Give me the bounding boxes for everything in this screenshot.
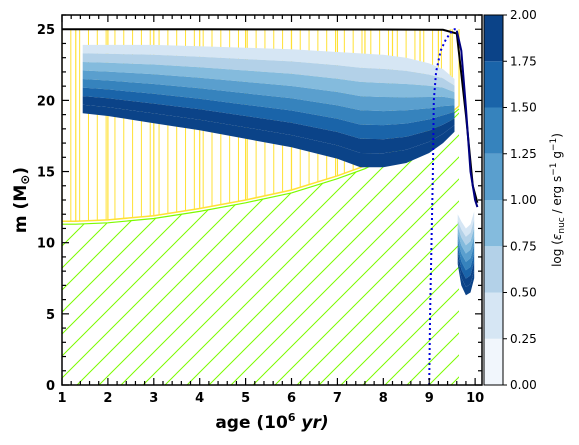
plot-area — [62, 28, 479, 385]
colorbar: 0.00 0.25 0.50 0.75 1.00 1.25 1.50 1.75 2.00 — [483, 8, 537, 392]
colorbar-label: log (εnuc / erg s−1 g−1) — [549, 133, 567, 267]
x-tick-label: 1 — [57, 391, 66, 406]
colorbar-tick-label: 1.25 — [510, 147, 537, 161]
shell-burning-band — [82, 87, 455, 140]
shell-burning-band — [82, 70, 455, 112]
shell-burning-band — [82, 62, 455, 99]
shell-burning-band — [82, 104, 455, 168]
blue-dotted-line — [428, 28, 457, 385]
x-tick-label: 5 — [241, 391, 250, 406]
late-burning-band — [457, 239, 475, 271]
colorbar-tick-label: 2.00 — [510, 8, 537, 22]
shell-burning-band — [82, 96, 455, 154]
colorbar-tick-label: 0.25 — [510, 332, 537, 346]
colorbar-segment — [484, 338, 503, 385]
late-burning-band — [457, 211, 475, 237]
x-tick-label: 10 — [466, 391, 484, 406]
colorbar-segment — [484, 153, 503, 200]
colorbar-tick-label: 1.50 — [510, 101, 537, 115]
late-burning-band — [457, 219, 475, 246]
x-tick-label: 2 — [103, 391, 112, 406]
x-axis: 1 2 3 4 5 6 7 8 9 10 — [57, 15, 484, 406]
late-burning-band — [457, 232, 475, 262]
y-axis: 0 5 10 15 20 25 — [37, 14, 482, 394]
late-burning-band — [457, 226, 475, 254]
x-tick-label: 8 — [379, 391, 388, 406]
colorbar-segment — [484, 246, 503, 293]
colorbar-segment — [484, 107, 503, 154]
shell-burning-band — [82, 79, 455, 126]
y-tick-label: 0 — [46, 379, 55, 394]
colorbar-segment — [484, 200, 503, 247]
colorbar-tick-label: 1.00 — [510, 193, 537, 207]
y-tick-label: 20 — [37, 94, 55, 109]
x-tick-label: 6 — [287, 391, 296, 406]
colorbar-tick-label: 0.00 — [510, 378, 537, 392]
colorbar-tick-label: 1.75 — [510, 54, 537, 68]
x-tick-label: 7 — [333, 391, 342, 406]
x-axis-title: age (106 yr) — [215, 411, 328, 433]
colorbar-segment — [484, 15, 503, 62]
y-tick-label: 10 — [37, 237, 55, 252]
shell-burning-band — [82, 44, 455, 86]
colorbar-tick-label: 0.50 — [510, 286, 537, 300]
late-burning-band — [457, 245, 475, 279]
late-burning-band — [457, 251, 475, 287]
y-tick-label: 25 — [37, 23, 55, 38]
convective-core-hatch — [62, 108, 459, 385]
shell-burning-band — [82, 53, 455, 93]
colorbar-segment — [484, 61, 503, 108]
x-tick-label: 4 — [195, 391, 204, 406]
late-burning-band — [457, 257, 475, 296]
navy-solid-line — [455, 30, 479, 208]
series-lines — [62, 28, 479, 385]
colorbar-segment — [484, 292, 503, 339]
colorbar-tick-label: 0.75 — [510, 239, 537, 253]
y-tick-label: 5 — [46, 308, 55, 323]
y-tick-label: 15 — [37, 166, 55, 181]
burning-regions — [82, 44, 475, 296]
x-tick-label: 3 — [149, 391, 158, 406]
y-axis-title: m (M⊙) — [11, 167, 32, 233]
x-tick-label: 9 — [425, 391, 434, 406]
